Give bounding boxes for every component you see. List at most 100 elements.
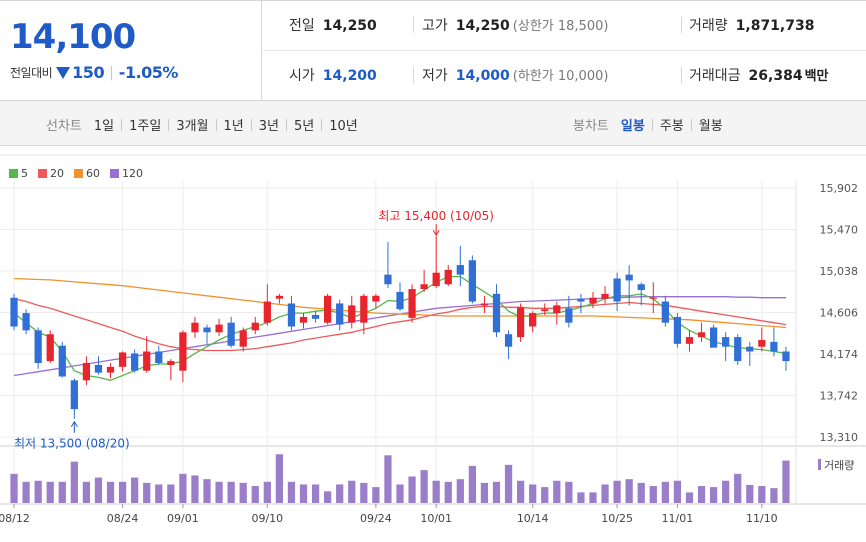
tab-weekly[interactable]: 주봉 [659,119,684,134]
y-tick-label: 15,470 [820,224,859,237]
legend-swatch [38,169,47,178]
volume-bar [227,481,235,503]
change-value: 150 [72,63,105,82]
tab-divider [215,118,217,131]
volume-bar [143,482,151,503]
volume-bar [553,480,561,503]
volume-bar [203,479,211,503]
current-price-box: 14,100 전일대비 150 | -1.05% [0,1,262,101]
tab-5y[interactable]: 5년 [294,119,315,134]
volume-bar [420,470,428,503]
tab-10y[interactable]: 10년 [329,119,358,134]
volume-bar [673,480,682,503]
stats-row-1: 전일 14,250 고가 14,250 (상한가 18,500) 거래량 1,871,7… [263,1,866,51]
candle [106,366,115,373]
tab-divider [250,118,252,131]
volume-bar [468,465,476,503]
candle [251,322,259,331]
low-label: 저가 [422,68,448,84]
volume-bar [456,479,464,503]
line-chart-tabs: 선차트 1일 1주일 3개월 1년 3년 5년 10년 [46,115,358,134]
volume-bar [360,482,368,503]
candle [396,291,404,310]
volume-bar [336,484,344,503]
candle [516,307,525,338]
tab-1y[interactable]: 1년 [223,119,244,134]
price-change: 전일대비 150 | -1.05% [10,63,178,82]
stats-divider [413,17,414,33]
volume-bar [299,484,308,503]
volume-bar [661,481,669,503]
tab-3m[interactable]: 3개월 [176,119,209,134]
legend-swatch [74,169,83,178]
candle [408,289,416,318]
chart-tab-bar: 선차트 1일 1주일 3개월 1년 3년 5년 10년 봉차트 일봉 주봉 월봉 [0,101,866,146]
candle [275,295,284,299]
volume-bar [131,477,139,503]
volume-bar [348,480,356,503]
tab-daily[interactable]: 일봉 [620,119,645,134]
volume-bar [324,491,332,503]
volume-bar [613,480,621,503]
ma5-line [13,275,787,381]
candle [444,269,452,285]
trade-amount: 거래대금 26,384 백만 [689,65,828,85]
stats-divider [681,67,682,83]
candle [179,332,187,371]
volume-bar [215,481,223,503]
candle [480,303,489,306]
x-tick-label: 10/25 [601,512,633,525]
high-label: 고가 [422,18,448,34]
candle [131,353,139,371]
low-value: 14,000 [455,68,510,84]
tab-divider [651,118,653,131]
x-tick-label: 08/12 [0,512,30,525]
candle [565,308,573,323]
x-tick-label: 10/01 [420,512,452,525]
volume-bar [251,486,259,503]
candle [673,316,682,344]
tab-divider [286,118,287,131]
volume-bar [58,481,66,503]
volume-bar [625,479,633,503]
volume-bar [384,455,392,503]
volume-bar [239,482,247,503]
high-annotation: 최고 15,400 (10/05) [378,209,494,223]
candle [661,301,669,323]
amount-unit: 백만 [804,69,829,84]
change-label: 전일대비 [10,66,53,80]
volume-bar [167,484,175,503]
candle [58,345,66,377]
tab-divider [121,118,123,131]
tab-divider [168,118,170,131]
candle [22,313,30,331]
x-tick-label: 09/01 [167,512,199,525]
candle [263,301,271,323]
candle [70,380,78,410]
volume-bar [746,484,754,503]
candle [758,339,766,347]
candle [299,316,308,323]
candle [118,352,127,367]
volume-bar [697,486,706,503]
candle [215,324,223,333]
volume-bar [179,473,187,503]
candle [637,284,645,291]
tab-1d[interactable]: 1일 [93,119,115,134]
volume: 거래량 1,871,738 [689,15,814,35]
x-tick-label: 08/24 [107,512,139,525]
tab-divider [321,118,323,131]
volume-bar [709,487,718,503]
x-tick-label: 09/10 [251,512,283,525]
high-price: 고가 14,250 (상한가 18,500) [422,15,608,35]
tab-monthly[interactable]: 월봉 [698,119,723,134]
candle [34,330,42,364]
volume-bar [758,486,766,503]
tab-3y[interactable]: 3년 [258,119,279,134]
volume-legend-swatch [818,459,821,470]
tab-1w[interactable]: 1주일 [129,119,162,134]
volume-value: 1,871,738 [735,18,815,34]
candle [336,303,344,325]
volume-bar [118,481,127,503]
candle [360,295,368,323]
